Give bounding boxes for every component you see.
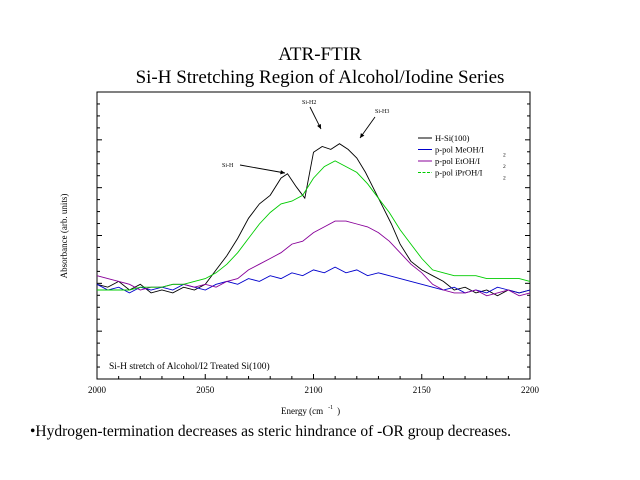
annotation-arrowhead (317, 124, 321, 129)
x-tick-label: 2000 (88, 385, 107, 395)
series-line-2 (96, 266, 531, 294)
x-axis-label-close: ) (337, 406, 340, 416)
x-axis-label: Energy (cm -1) (281, 405, 340, 416)
peak-annotation: Si-H2 (302, 100, 316, 106)
legend-label: p-pol MeOH/I (435, 145, 484, 155)
x-tick-label: 2150 (413, 385, 432, 395)
legend-label: p-pol EtOH/I (435, 156, 480, 166)
series-line-4 (97, 160, 531, 291)
annotation-arrow (239, 164, 286, 174)
legend-label: H-Si(100) (435, 133, 470, 143)
legend-subscript: 2 (503, 176, 506, 182)
x-tick-label: 2050 (196, 385, 215, 395)
legend-subscript: 2 (503, 164, 506, 170)
conclusion-bullet: •Hydrogen-termination decreases as steri… (30, 423, 511, 440)
peak-annotation: Si-H3 (375, 109, 389, 115)
series-line-3 (96, 220, 531, 297)
slide-subtitle: Si-H Stretching Region of Alcohol/Iodine… (135, 67, 505, 88)
y-axis-label: Absorbance (arb. units) (59, 194, 69, 279)
x-axis-label-text: Energy (cm (281, 406, 323, 416)
slide-title: ATR-FTIR (278, 44, 362, 65)
x-tick-label: 2200 (521, 385, 540, 395)
annotation-arrowhead (360, 133, 365, 138)
spectrum-caption: Si-H stretch of Alcohol/I2 Treated Si(10… (109, 361, 270, 372)
series-line-1 (96, 143, 531, 297)
x-axis-label-exponent: -1 (328, 405, 333, 411)
legend-label: p-pol iPrOH/I (435, 168, 483, 178)
annotation-arrowhead (280, 170, 285, 175)
peak-annotation: Si-H (222, 163, 234, 169)
x-tick-label: 2100 (305, 385, 324, 395)
legend-subscript: 2 (503, 153, 506, 159)
